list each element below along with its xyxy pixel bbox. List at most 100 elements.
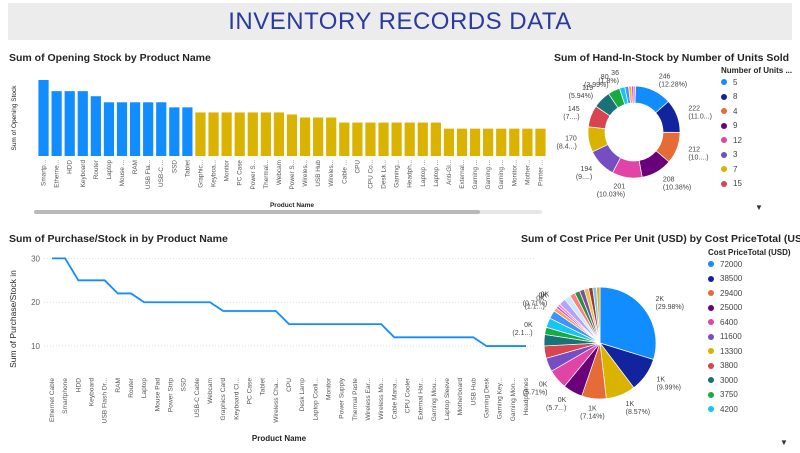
bar-opening-stock — [38, 80, 49, 156]
y-axis-label: Sum of Opening Stock — [11, 85, 18, 151]
legend-item[interactable]: 7 — [721, 162, 799, 177]
x-tick-label: Mother... — [524, 160, 531, 185]
bar-opening-stock — [430, 122, 441, 156]
purchase-stock-line — [52, 257, 526, 347]
x-tick-label: Gaming ... — [485, 160, 492, 190]
x-tick-label: Mouse Pad — [154, 378, 161, 412]
bar-opening-stock — [156, 102, 167, 156]
x-tick-label: Graphics Card — [220, 378, 227, 421]
bar-opening-stock — [365, 122, 376, 156]
hand-in-stock-data-label: 36 (1.8%) — [598, 70, 619, 85]
cost-price-data-label: 0K (5.71%) — [523, 382, 548, 397]
legend-label: 15 — [733, 179, 742, 189]
legend-item[interactable]: 6400 — [708, 315, 798, 330]
bar-opening-stock — [77, 91, 88, 156]
legend-item[interactable]: 4200 — [708, 402, 798, 417]
x-tick-label: Router — [128, 377, 135, 398]
x-tick-label: HDD — [75, 378, 82, 393]
legend-item[interactable]: 29400 — [708, 286, 798, 301]
horizontal-scrollbar-thumb[interactable] — [34, 210, 480, 214]
bar-opening-stock — [509, 128, 520, 156]
legend-item[interactable]: 38500 — [708, 272, 798, 287]
x-tick-label: Laptop Cooli... — [312, 378, 319, 421]
legend-label: 3750 — [720, 390, 738, 400]
legend-swatch — [708, 406, 714, 413]
legend-item[interactable]: 8 — [721, 90, 799, 105]
hand-in-stock-donut-chart[interactable]: 246 (12.28%) 222 (11.0...) 212 (10....) 208 (10… — [552, 66, 712, 214]
legend-item[interactable]: 3750 — [708, 388, 798, 403]
x-tick-label: USB-C ... — [158, 160, 165, 187]
legend-label: 38500 — [720, 274, 743, 284]
legend-swatch — [721, 79, 727, 86]
legend-title: Number of Units ... — [721, 66, 793, 75]
page-title: INVENTORY RECORDS DATA — [228, 8, 572, 35]
legend-swatch — [708, 261, 714, 268]
x-tick-label: Anti-Gl... — [446, 160, 453, 185]
legend-label: 4 — [733, 106, 738, 116]
legend-swatch — [721, 122, 727, 129]
legend-item[interactable]: 9 — [721, 119, 799, 134]
legend-scroll-down-icon[interactable]: ▼ — [755, 203, 763, 212]
y-tick-label: 30 — [31, 254, 40, 263]
bar-opening-stock — [299, 117, 311, 156]
x-axis-label: Product Name — [270, 202, 314, 209]
x-tick-label: External... — [459, 160, 466, 189]
legend-item[interactable]: 25000 — [708, 301, 798, 316]
hand-in-stock-data-label: 246 (12.28%) — [659, 74, 687, 89]
bar-opening-stock — [469, 128, 481, 156]
x-tick-label: Laptop ... — [420, 160, 427, 187]
x-tick-label: Gaming Mou... — [431, 378, 438, 421]
cost-price-slice — [596, 286, 601, 344]
legend-item[interactable]: 13300 — [708, 344, 798, 359]
legend-swatch — [708, 348, 714, 355]
legend-item[interactable]: 72000 — [708, 257, 798, 272]
x-tick-label: Etherne... — [54, 160, 61, 188]
legend-swatch — [708, 290, 714, 297]
cost-price-data-label: 0K (0.71%) — [523, 293, 548, 308]
x-tick-label: CPU Co... — [367, 160, 374, 189]
x-tick-label: Router — [93, 159, 100, 179]
legend-item[interactable]: 4 — [721, 104, 799, 119]
legend-title: Cost PriceTotal (USD) — [708, 248, 791, 257]
legend-label: 5 — [733, 77, 738, 87]
legend-item[interactable]: 3000 — [708, 373, 798, 388]
x-tick-label: HDD — [67, 160, 74, 174]
chart-cost-price-title: Sum of Cost Price Per Unit (USD) by Cost… — [521, 233, 800, 245]
legend-item[interactable]: 3800 — [708, 359, 798, 374]
hand-in-stock-data-label: 119 (5.94%) — [569, 85, 594, 100]
bar-opening-stock — [247, 112, 258, 156]
legend-swatch — [721, 137, 727, 144]
opening-stock-bar-chart[interactable]: Smartp... Etherne... HDD Keyboard Router Lapt… — [4, 68, 549, 216]
x-tick-label: RAM — [132, 160, 139, 174]
bar-opening-stock — [103, 102, 115, 156]
x-tick-label: Graphic... — [197, 160, 204, 188]
legend-item[interactable]: 3 — [721, 148, 799, 163]
bar-opening-stock — [182, 107, 193, 156]
bar-opening-stock — [286, 114, 298, 156]
x-tick-label: Power Supply — [339, 377, 346, 418]
legend-label: 9 — [733, 121, 738, 131]
x-tick-label: SSD — [171, 160, 178, 174]
legend-item[interactable]: 5 — [721, 75, 799, 90]
cost-price-slice — [599, 286, 657, 360]
x-tick-label: Webcam — [276, 160, 283, 185]
x-tick-label: Monitor — [326, 377, 333, 400]
x-tick-label: Thermal... — [263, 160, 270, 189]
cost-price-pie-chart[interactable]: 2K (29.98%) 1K (9.99%) 1K (8.57%) 1K (7.14%) 0K(… — [512, 262, 704, 420]
x-tick-label: SSD — [181, 378, 188, 392]
bar-opening-stock — [496, 128, 507, 156]
legend-item[interactable]: 12 — [721, 133, 799, 148]
bar-opening-stock — [273, 112, 285, 156]
legend-label: 13300 — [720, 346, 743, 356]
chart-opening-stock-title: Sum of Opening Stock by Product Name — [9, 52, 211, 64]
legend-label: 6400 — [720, 317, 738, 327]
legend-scroll-down-icon[interactable]: ▼ — [780, 438, 788, 447]
legend-item[interactable]: 15 — [721, 177, 799, 192]
x-tick-label: External Har... — [418, 378, 425, 420]
purchase-stock-line-chart[interactable]: 10 20 30 Ethernet Cable Smartphone HDD Keyboar… — [4, 244, 544, 449]
bar-opening-stock — [456, 128, 468, 156]
x-tick-label: PC Case — [237, 160, 244, 186]
chart-purchase-stock-title: Sum of Purchase/Stock in by Product Name — [9, 233, 228, 245]
x-tick-label: Laptop ... — [433, 160, 440, 187]
legend-item[interactable]: 11600 — [708, 330, 798, 345]
